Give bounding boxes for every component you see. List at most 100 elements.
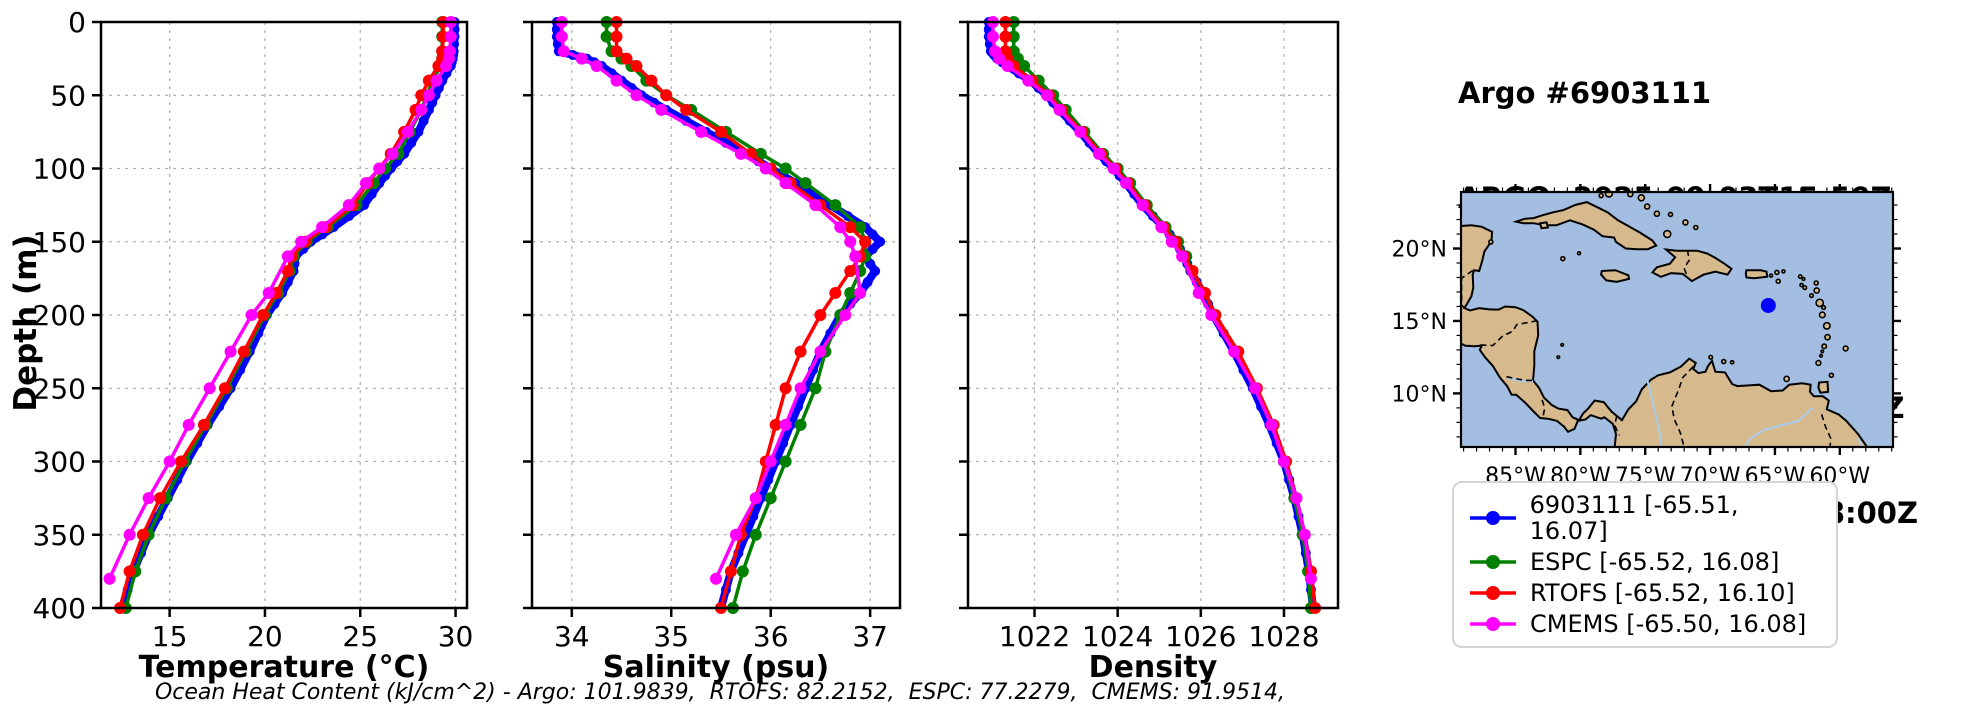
series-ESPC-marker	[779, 455, 792, 468]
series-CMEMS-marker	[295, 235, 308, 248]
series-CMEMS-marker	[342, 199, 355, 212]
island	[1808, 292, 1815, 299]
coastline	[1512, 201, 1658, 251]
series-CMEMS-marker	[415, 103, 428, 116]
x-tick-label: 1022	[999, 620, 1070, 653]
depth-axis-label: Depth (m)	[8, 234, 44, 412]
island	[1662, 229, 1672, 239]
legend-marker-icon	[1470, 586, 1516, 600]
map-y-tick-label: 20°N	[1392, 238, 1447, 263]
country-border	[1480, 320, 1537, 347]
series-RTOFS-marker	[724, 565, 737, 578]
series-CMEMS-marker	[1107, 162, 1120, 175]
country-border	[1613, 415, 1621, 436]
island	[1667, 211, 1674, 218]
series-CMEMS-marker	[695, 125, 708, 138]
series-RTOFS-marker	[645, 74, 658, 87]
series-RTOFS-marker	[714, 125, 727, 138]
series-6903111-marker	[870, 266, 881, 277]
series-CMEMS-marker	[986, 30, 999, 43]
series-CMEMS-marker	[359, 177, 372, 190]
island	[1560, 342, 1565, 347]
island	[1781, 269, 1786, 274]
series-ESPC-marker	[736, 565, 749, 578]
series-CMEMS-marker	[834, 221, 847, 234]
series-CMEMS-marker	[839, 309, 852, 321]
island	[1720, 358, 1727, 365]
series-CMEMS-marker	[794, 382, 807, 395]
island	[1813, 280, 1820, 286]
series-6903111-marker	[418, 115, 429, 126]
series-RTOFS-marker	[218, 382, 231, 395]
map-y-tick-label: 15°N	[1392, 310, 1447, 335]
island	[1815, 298, 1825, 308]
series-RTOFS-marker	[610, 45, 623, 58]
series-CMEMS-marker	[555, 30, 568, 43]
country-border	[1541, 399, 1546, 419]
series-RTOFS-marker	[814, 309, 827, 321]
x-tick-label: 30	[438, 620, 474, 653]
series-RTOFS-marker	[197, 418, 210, 431]
series-CMEMS-marker	[814, 345, 827, 358]
series-CMEMS-marker	[844, 235, 857, 248]
island	[1598, 192, 1604, 199]
series-CMEMS-marker	[710, 572, 722, 585]
series-CMEMS-marker	[401, 125, 414, 138]
island	[1768, 273, 1774, 278]
legend-marker-icon	[1470, 511, 1516, 525]
island	[1801, 276, 1806, 282]
series-CMEMS-marker	[224, 345, 237, 358]
series-CMEMS-marker	[245, 309, 258, 321]
series-CMEMS-marker	[1192, 287, 1205, 300]
coastline	[1650, 248, 1733, 283]
x-tick-label: 35	[653, 620, 689, 653]
series-RTOFS-marker	[136, 528, 149, 541]
x-tick-label: 1024	[1082, 620, 1153, 653]
island	[1821, 343, 1828, 350]
island	[1576, 250, 1582, 256]
x-tick-label: 34	[554, 620, 590, 653]
series-RTOFS-marker	[630, 59, 643, 72]
series-CMEMS-marker	[779, 418, 792, 431]
island	[1637, 193, 1646, 202]
series-CMEMS-marker	[1277, 455, 1290, 468]
y-tick-label: 50	[50, 79, 86, 112]
coastline	[1600, 269, 1631, 283]
series-CMEMS-marker	[655, 103, 668, 116]
series-CMEMS-marker	[630, 89, 643, 102]
series-CMEMS-marker	[575, 52, 588, 65]
series-ESPC-marker	[600, 30, 613, 43]
island	[1693, 224, 1699, 231]
argo-location-dot	[1760, 297, 1776, 313]
island	[1643, 203, 1651, 210]
legend-dot	[1486, 586, 1500, 600]
series-ESPC-marker	[779, 162, 792, 175]
island	[1818, 353, 1824, 358]
island	[1797, 274, 1803, 280]
series-CMEMS-marker	[123, 528, 136, 541]
series-CMEMS-line	[991, 20, 1313, 581]
series-ESPC-marker	[749, 528, 762, 541]
series-ESPC-marker	[809, 382, 822, 395]
x-tick-label: 25	[342, 620, 378, 653]
series-CMEMS-marker	[590, 59, 603, 72]
series-CMEMS-marker	[281, 250, 294, 263]
series-CMEMS-marker	[1155, 221, 1168, 234]
legend-label: ESPC [-65.52, 16.08]	[1530, 548, 1780, 576]
series-CMEMS-marker	[386, 147, 399, 160]
series-RTOFS-marker	[123, 565, 136, 578]
temperature-axis-label: Temperature (°C)	[138, 650, 430, 685]
series-RTOFS-marker	[794, 345, 807, 358]
series-ESPC-marker	[794, 418, 807, 431]
series-6903111-marker	[875, 236, 886, 247]
series-6903111-marker	[867, 244, 878, 255]
coastline	[1538, 221, 1550, 230]
island	[1729, 359, 1735, 365]
series-CMEMS-marker	[1165, 235, 1178, 248]
series-ESPC-marker	[844, 287, 857, 300]
series-RTOFS-marker	[660, 89, 673, 102]
series-CMEMS-marker	[1136, 199, 1149, 212]
series-CMEMS-marker	[734, 147, 747, 160]
series-CMEMS-marker	[1205, 309, 1218, 321]
